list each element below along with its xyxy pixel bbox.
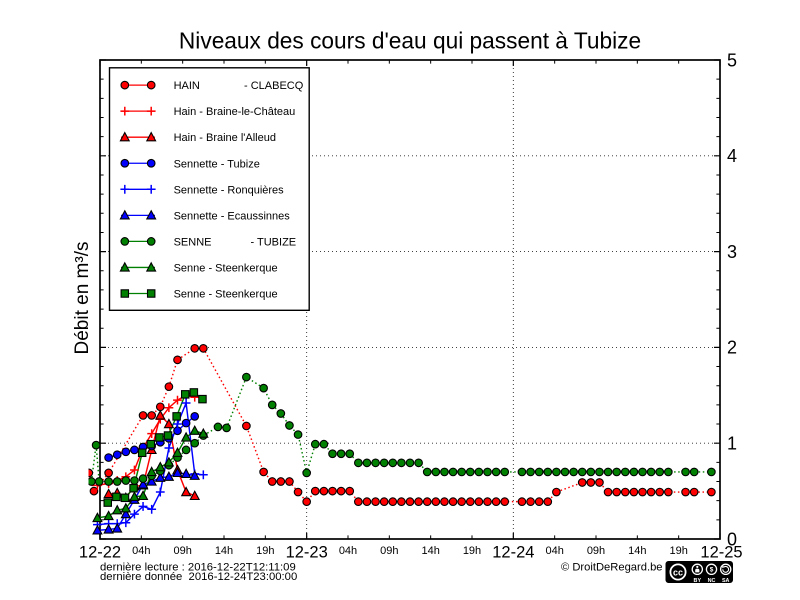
svg-text:09h: 09h — [587, 545, 605, 557]
svg-text:SENNE: SENNE — [174, 236, 212, 248]
svg-text:14h: 14h — [628, 545, 646, 557]
svg-text:09h: 09h — [173, 545, 191, 557]
svg-text:- CLABECQ: - CLABECQ — [244, 80, 304, 92]
svg-text:5: 5 — [727, 50, 737, 70]
svg-text:4: 4 — [727, 146, 737, 166]
svg-text:dernière lecture : 2016-12-22T: dernière lecture : 2016-12-22T12:11:09 — [100, 562, 296, 574]
svg-text:$: $ — [710, 567, 714, 574]
svg-text:19h: 19h — [256, 545, 274, 557]
svg-text:19h: 19h — [463, 545, 481, 557]
svg-text:04h: 04h — [545, 545, 563, 557]
svg-text:14h: 14h — [215, 545, 233, 557]
svg-text:0: 0 — [727, 529, 737, 549]
svg-text:2: 2 — [727, 338, 737, 358]
svg-text:© DroitDeRegard.be: © DroitDeRegard.be — [561, 562, 663, 574]
svg-text:HAIN: HAIN — [174, 80, 200, 92]
svg-text:Hain - Braine-le-Château: Hain - Braine-le-Château — [174, 106, 296, 118]
svg-text:Niveaux des cours d'eau qui pa: Niveaux des cours d'eau qui passent à Tu… — [179, 28, 641, 54]
svg-text:cc: cc — [673, 567, 683, 577]
svg-text:SA: SA — [722, 578, 730, 584]
svg-text:BY: BY — [694, 578, 702, 584]
svg-text:09h: 09h — [380, 545, 398, 557]
svg-text:04h: 04h — [132, 545, 150, 557]
svg-text:Sennette - Tubize: Sennette - Tubize — [174, 158, 260, 170]
svg-text:1: 1 — [727, 434, 737, 454]
svg-text:19h: 19h — [669, 545, 687, 557]
svg-text:3: 3 — [727, 242, 737, 262]
svg-text:NC: NC — [708, 578, 716, 584]
svg-text:12-23: 12-23 — [286, 544, 328, 562]
svg-text:dernière donnée 2016-12-24T23: dernière donnée 2016-12-24T23:00:00 — [100, 571, 297, 583]
svg-text:Sennette - Ronquières: Sennette - Ronquières — [174, 184, 285, 196]
svg-text:12-24: 12-24 — [492, 544, 534, 562]
svg-text:Débit en m³/s: Débit en m³/s — [72, 242, 93, 355]
svg-text:Senne - Steenkerque: Senne - Steenkerque — [174, 262, 278, 274]
svg-text:14h: 14h — [421, 545, 439, 557]
svg-text:Senne - Steenkerque: Senne - Steenkerque — [174, 289, 278, 301]
svg-text:04h: 04h — [339, 545, 357, 557]
svg-text:- TUBIZE: - TUBIZE — [251, 236, 297, 248]
svg-text:12-25: 12-25 — [700, 544, 742, 562]
svg-text:12-22: 12-22 — [79, 544, 121, 562]
svg-text:Sennette - Ecaussinnes: Sennette - Ecaussinnes — [174, 210, 291, 222]
svg-text:Hain - Braine l'Alleud: Hain - Braine l'Alleud — [174, 132, 276, 144]
